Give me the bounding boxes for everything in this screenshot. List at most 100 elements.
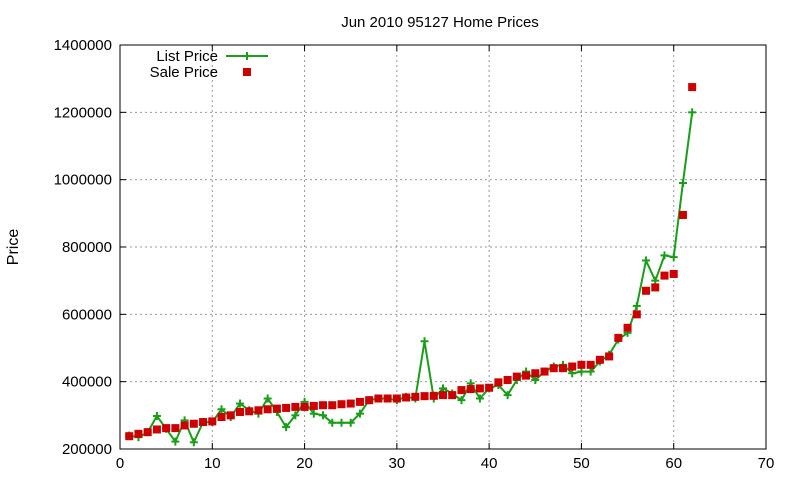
sale-price-point (669, 269, 678, 278)
sale-price-point (660, 271, 669, 280)
list-price-point (263, 394, 272, 403)
sale-price-point (475, 384, 484, 393)
sale-price-point (337, 400, 346, 409)
y-tick-label: 600000 (62, 306, 112, 323)
sale-price-point (402, 393, 411, 402)
sale-price-point (623, 323, 632, 332)
sale-price-point (411, 392, 420, 401)
sale-price-point (466, 385, 475, 394)
list-price-point (669, 253, 678, 262)
sale-price-point (134, 429, 143, 438)
sale-price-point (143, 428, 152, 437)
sale-price-point (688, 83, 697, 92)
sale-price-point (180, 421, 189, 430)
legend-label-sale-price: Sale Price (150, 64, 218, 81)
grid (120, 45, 766, 449)
sale-price-point (595, 355, 604, 364)
y-tick-label: 1400000 (54, 37, 112, 54)
y-axis-label: Price (5, 229, 22, 266)
list-price-point (152, 412, 161, 421)
list-price-point (642, 256, 651, 265)
list-price-point (171, 437, 180, 446)
list-price-point (688, 108, 697, 117)
list-price-point (577, 367, 586, 376)
sale-price-point (282, 403, 291, 412)
sale-price-point (272, 404, 281, 413)
sale-price-point (199, 418, 208, 427)
x-tick-label: 30 (389, 455, 406, 472)
sale-price-point (171, 424, 180, 433)
sale-price-point (226, 411, 235, 420)
legend-sale-price-marker (243, 68, 251, 76)
list-price-point (217, 405, 226, 414)
sale-price-point (614, 333, 623, 342)
sale-price-point (365, 396, 374, 405)
list-price-point (346, 418, 355, 427)
x-tick-label: 10 (204, 455, 221, 472)
sale-price-point (420, 392, 429, 401)
chart-title: Jun 2010 95127 Home Prices (341, 14, 539, 31)
list-price-point (328, 418, 337, 427)
series-group (125, 83, 697, 447)
sale-price-point (152, 425, 161, 434)
sale-price-point (540, 367, 549, 376)
sale-price-point (439, 391, 447, 400)
sale-price-point (549, 364, 558, 373)
list-price-line (129, 112, 694, 445)
sale-price-point (568, 362, 577, 371)
list-price-point (309, 409, 318, 418)
sale-price-point (651, 283, 660, 292)
list-price-point (632, 301, 641, 310)
sale-price-point (263, 405, 272, 414)
list-price-point (439, 384, 447, 393)
y-tick-label: 400000 (62, 374, 112, 391)
sale-price-point (577, 360, 586, 369)
sale-price-point (494, 378, 503, 387)
sale-price-point (208, 417, 217, 426)
sale-price-point (383, 394, 392, 403)
list-price-point (531, 375, 540, 384)
y-tick-label: 800000 (62, 239, 112, 256)
sale-price-point (632, 310, 641, 319)
x-tick-label: 0 (116, 455, 124, 472)
sale-price-point (448, 391, 457, 400)
sale-price-point (189, 419, 198, 428)
sale-price-point (429, 391, 438, 400)
list-price-point (282, 423, 291, 432)
list-price-point (189, 438, 198, 447)
legend-sale-price-square (243, 68, 251, 76)
list-price-point (651, 276, 660, 285)
sale-price-point (485, 383, 494, 392)
sale-price-point (319, 401, 328, 410)
list-price-point (678, 179, 687, 188)
legend-label-list-price: List Price (156, 48, 218, 65)
sale-price-point (291, 402, 300, 411)
sale-price-point (355, 397, 364, 406)
sale-price-point (558, 364, 567, 373)
sale-price-point (162, 424, 171, 433)
sale-price-point (245, 407, 254, 416)
sale-price-point (125, 432, 134, 441)
axis-ticks: 0 10 20 30 40 50 60 70 200000 400000 600000 800000 1… (54, 37, 775, 472)
list-price-point (420, 337, 429, 346)
list-price-point (355, 409, 364, 418)
sale-price-point (309, 401, 318, 410)
sale-price-point (586, 360, 595, 369)
x-tick-label: 40 (481, 455, 498, 472)
list-price-point (235, 399, 244, 408)
sale-price-point (346, 399, 355, 408)
sale-price-point (254, 406, 263, 415)
legend-list-price-marker (226, 52, 268, 60)
list-price-point (337, 418, 346, 427)
sale-price-point (605, 352, 614, 361)
sale-price-point (503, 375, 512, 384)
sale-price-point (642, 286, 651, 295)
sale-price-point (678, 211, 687, 220)
list-price-point (291, 411, 300, 420)
sale-price-point (522, 371, 531, 380)
y-tick-label: 1200000 (54, 104, 112, 121)
y-tick-label: 200000 (62, 441, 112, 458)
sale-price-point (531, 369, 540, 378)
list-price-point (475, 394, 484, 403)
legend: List Price Sale Price (150, 48, 268, 81)
